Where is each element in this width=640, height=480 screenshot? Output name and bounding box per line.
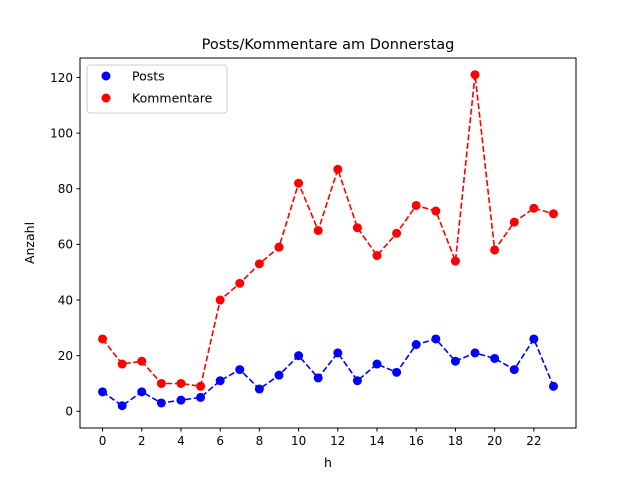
data-point: [176, 378, 186, 388]
x-tick-label: 2: [138, 434, 146, 448]
data-point: [431, 334, 441, 344]
x-tick-label: 14: [369, 434, 384, 448]
y-tick-label: 40: [58, 293, 73, 307]
data-point: [352, 376, 362, 386]
y-axis-label: Anzahl: [22, 222, 37, 264]
data-point: [450, 256, 460, 266]
y-tick-label: 100: [50, 126, 73, 140]
x-axis-label: h: [324, 455, 332, 470]
data-point: [137, 387, 147, 397]
plot-area-frame: [79, 57, 577, 429]
data-point: [215, 295, 225, 305]
x-tick-label: 10: [291, 434, 306, 448]
legend: Posts Kommentare: [86, 64, 228, 114]
data-point: [529, 203, 539, 213]
data-point: [411, 340, 421, 350]
legend-marker-kommentare: [101, 93, 111, 103]
data-point: [254, 259, 264, 269]
data-point: [411, 200, 421, 210]
x-tick-label: 0: [99, 434, 107, 448]
data-point: [490, 353, 500, 363]
legend-label-posts: Posts: [132, 69, 165, 84]
y-tick-label: 0: [65, 405, 73, 419]
legend-label-kommentare: Kommentare: [132, 91, 213, 106]
data-point: [294, 178, 304, 188]
data-point: [548, 381, 558, 391]
data-point: [392, 228, 402, 238]
data-point: [274, 242, 284, 252]
data-point: [156, 398, 166, 408]
data-point: [470, 70, 480, 80]
data-point: [352, 223, 362, 233]
data-point: [98, 387, 108, 397]
data-point: [274, 370, 284, 380]
data-point: [196, 381, 206, 391]
x-tick-label: 22: [526, 434, 541, 448]
data-point: [235, 365, 245, 375]
y-axis-ticks: 0 20 40 60 80 100 120: [50, 71, 80, 419]
data-point: [392, 367, 402, 377]
y-tick-label: 60: [58, 238, 73, 252]
data-point: [509, 365, 519, 375]
x-tick-label: 12: [330, 434, 345, 448]
data-point: [98, 334, 108, 344]
x-axis-ticks: 0 2 4 6 8 10 12 14 16 18 20 22: [99, 428, 541, 448]
data-point: [215, 376, 225, 386]
legend-marker-posts: [101, 71, 111, 81]
data-point: [254, 384, 264, 394]
data-point: [196, 392, 206, 402]
x-tick-label: 6: [216, 434, 224, 448]
data-point: [137, 356, 147, 366]
data-point: [372, 359, 382, 369]
data-point: [333, 348, 343, 358]
x-tick-label: 8: [256, 434, 264, 448]
x-tick-label: 16: [409, 434, 424, 448]
data-point: [470, 348, 480, 358]
data-point: [156, 378, 166, 388]
data-point: [529, 334, 539, 344]
data-point: [176, 395, 186, 405]
data-point: [117, 401, 127, 411]
x-tick-label: 20: [487, 434, 502, 448]
data-point: [117, 359, 127, 369]
y-tick-label: 120: [50, 71, 73, 85]
data-point: [450, 356, 460, 366]
chart-title: Posts/Kommentare am Donnerstag: [202, 37, 455, 53]
y-tick-label: 80: [58, 182, 73, 196]
x-tick-label: 18: [448, 434, 463, 448]
data-point: [313, 373, 323, 383]
data-point: [431, 206, 441, 216]
y-tick-label: 20: [58, 349, 73, 363]
data-point: [294, 351, 304, 361]
x-tick-label: 4: [177, 434, 185, 448]
data-point: [313, 225, 323, 235]
data-point: [490, 245, 500, 255]
data-point: [548, 209, 558, 219]
data-point: [235, 278, 245, 288]
data-point: [509, 217, 519, 227]
series-layer: [98, 70, 558, 411]
data-point: [372, 251, 382, 261]
data-point: [333, 164, 343, 174]
legend-box: [86, 64, 228, 114]
